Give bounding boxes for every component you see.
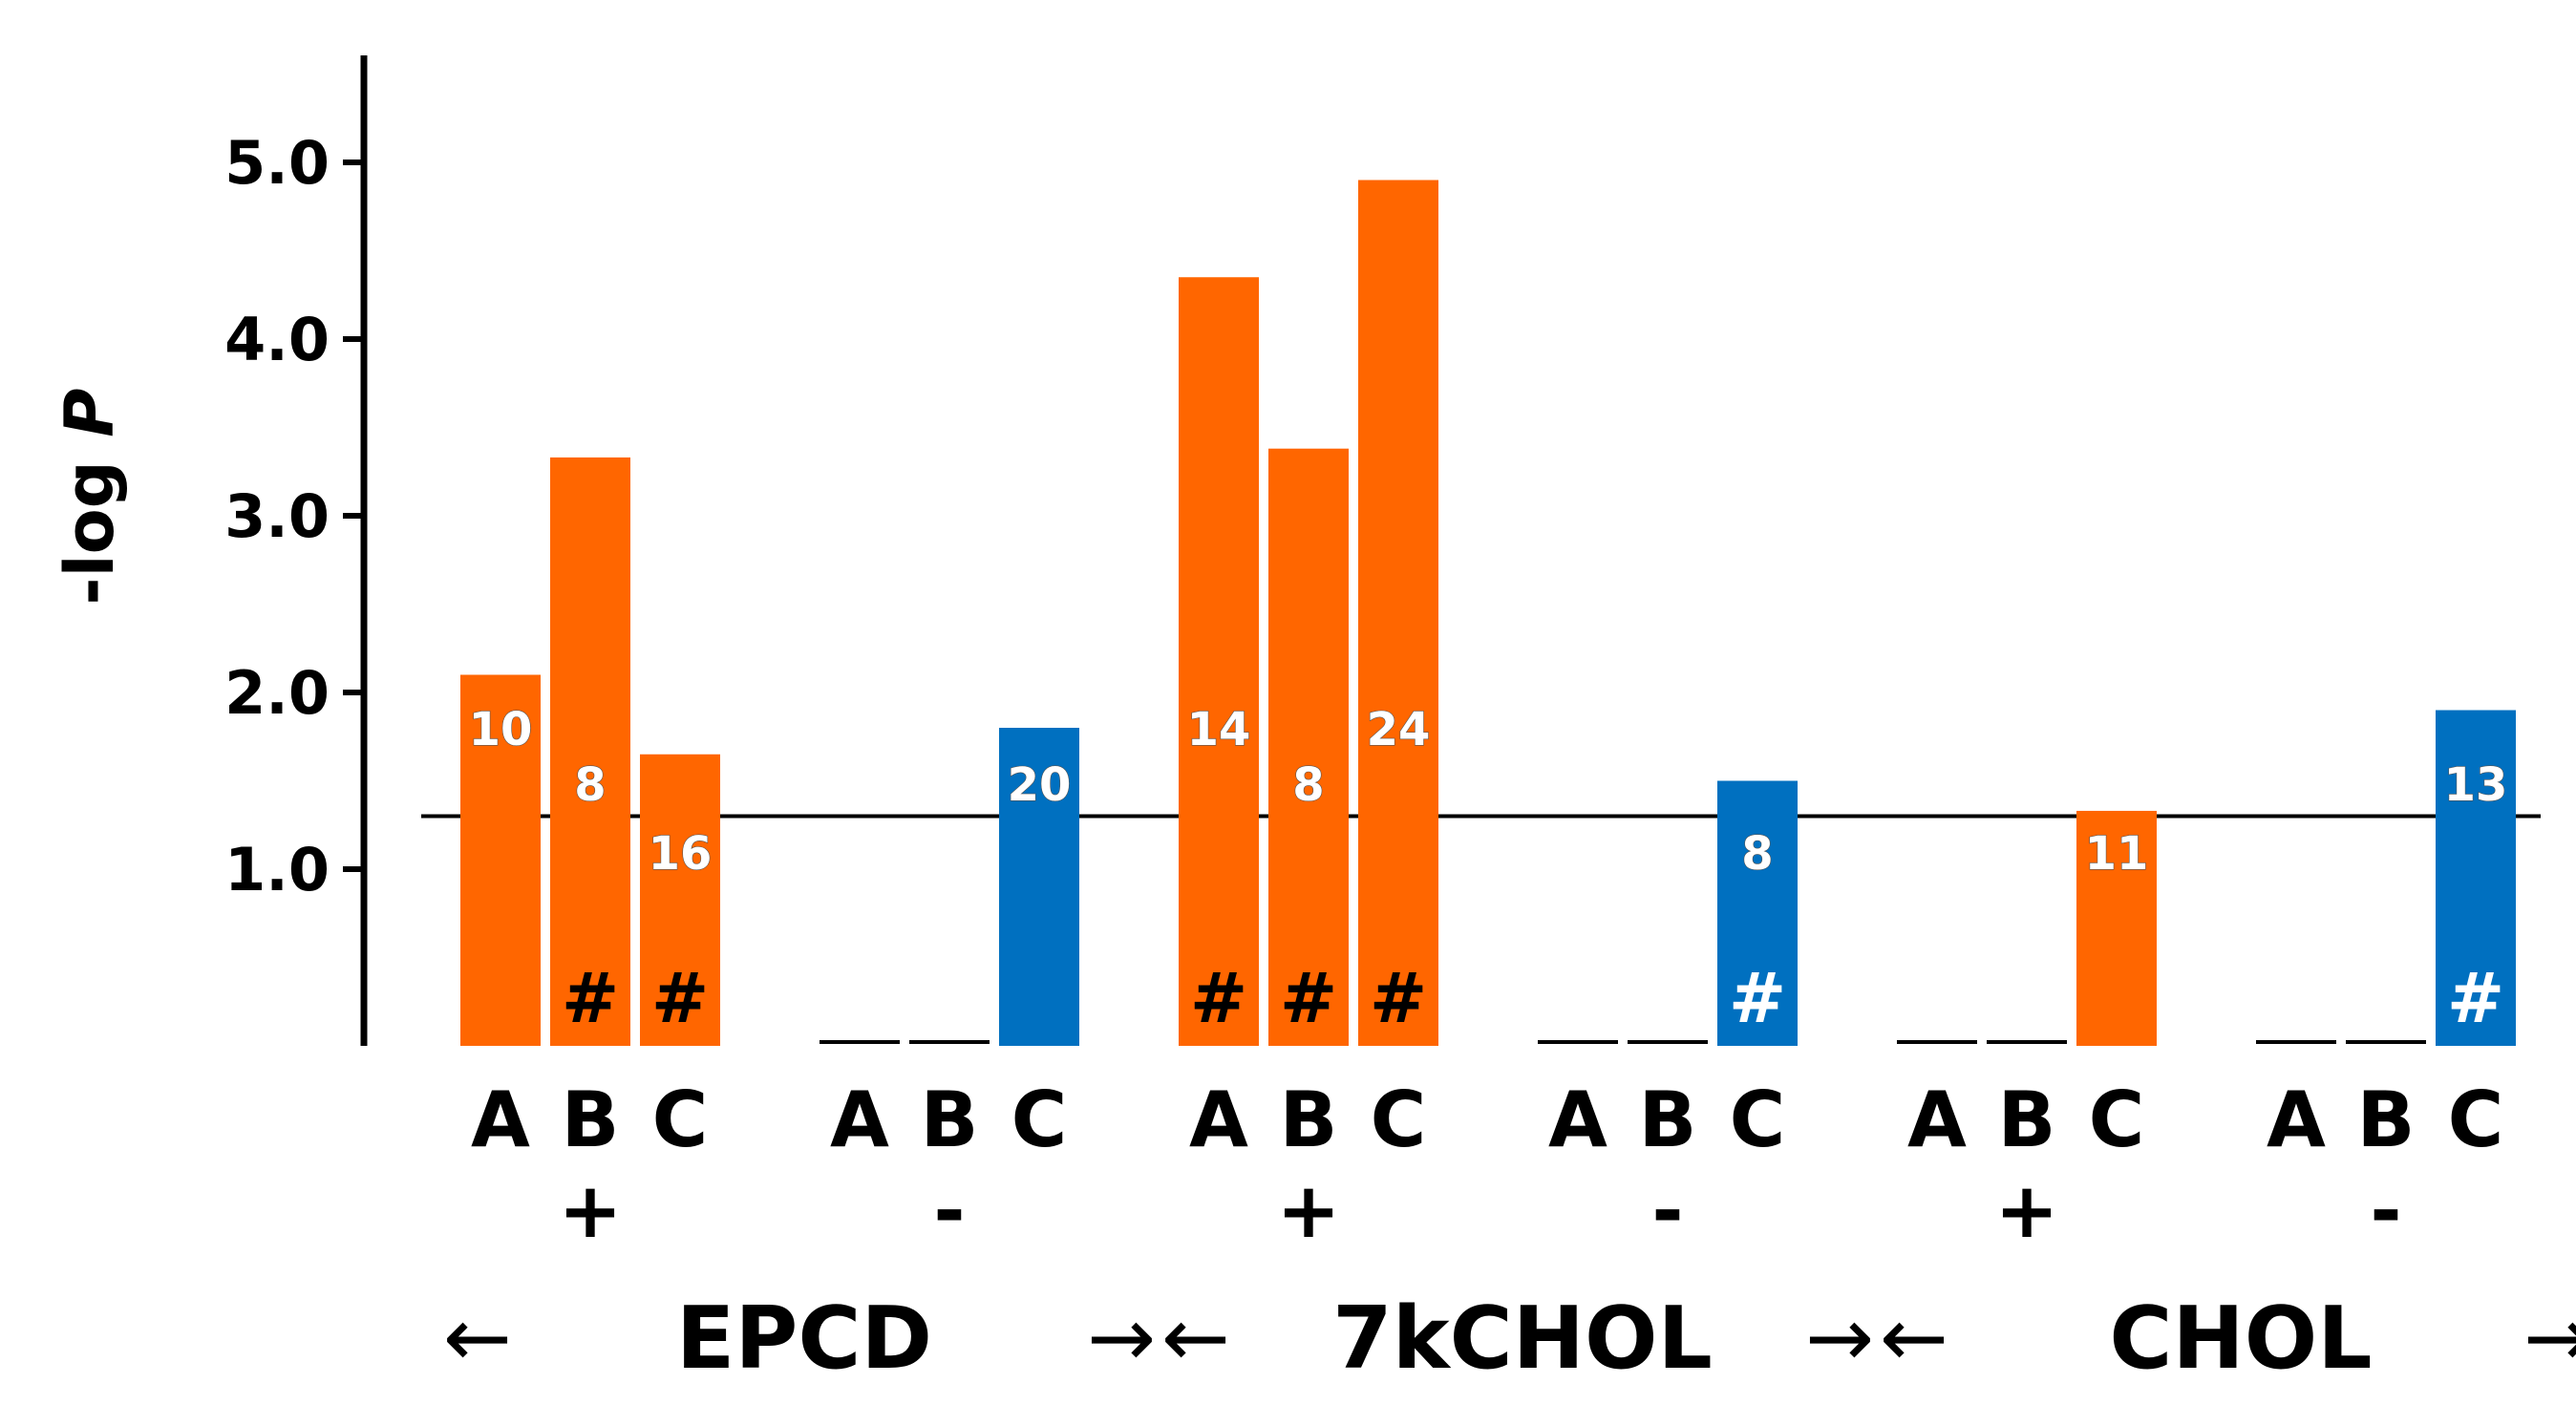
bar bbox=[640, 754, 720, 1046]
condition-label: A bbox=[1189, 1075, 1248, 1164]
direction-sign-label: - bbox=[1651, 1166, 1683, 1255]
axes: 1.0 2.0 3.0 4.0 5.0 bbox=[224, 55, 2541, 1046]
right-arrow-icon: → bbox=[2523, 1290, 2576, 1386]
significance-mark: # bbox=[1280, 958, 1337, 1038]
direction-sign-label: + bbox=[558, 1166, 622, 1255]
left-arrow-icon: ← bbox=[1161, 1290, 1230, 1386]
bar-count-label: 11 bbox=[2085, 827, 2149, 881]
bar bbox=[1179, 277, 1259, 1046]
bar-count-label: 16 bbox=[649, 827, 713, 881]
y-tick-label: 2.0 bbox=[224, 658, 330, 728]
bar bbox=[2076, 810, 2157, 1046]
significance-mark: # bbox=[2447, 958, 2504, 1038]
condition-label: C bbox=[652, 1075, 709, 1164]
direction-sign-label: - bbox=[2370, 1166, 2401, 1255]
significance-mark: # bbox=[1729, 958, 1786, 1038]
significance-mark: # bbox=[651, 958, 709, 1038]
condition-label: B bbox=[562, 1075, 620, 1164]
condition-label: B bbox=[1280, 1075, 1338, 1164]
bar-count-label: 13 bbox=[2444, 758, 2508, 812]
condition-label: C bbox=[1011, 1075, 1068, 1164]
significance-mark: # bbox=[1370, 958, 1427, 1038]
significance-mark: # bbox=[1190, 958, 1247, 1038]
right-arrow-icon: → bbox=[1087, 1290, 1156, 1386]
condition-label: B bbox=[1639, 1075, 1697, 1164]
right-arrow-icon: → bbox=[1805, 1290, 1874, 1386]
condition-label: B bbox=[921, 1075, 979, 1164]
group-label: 7kCHOL bbox=[1332, 1288, 1713, 1389]
condition-label: A bbox=[2267, 1075, 2326, 1164]
group-label: EPCD bbox=[676, 1288, 932, 1389]
bar bbox=[1358, 180, 1438, 1046]
y-tick-label: 5.0 bbox=[224, 128, 330, 198]
condition-label: A bbox=[471, 1075, 530, 1164]
bar-count-label: 14 bbox=[1187, 703, 1251, 756]
bar-count-label: 8 bbox=[1292, 758, 1324, 812]
direction-sign-label: + bbox=[1276, 1166, 1340, 1255]
y-axis-label: -log P bbox=[51, 389, 129, 606]
condition-label: C bbox=[1730, 1075, 1786, 1164]
bar bbox=[460, 674, 541, 1046]
significance-mark: # bbox=[562, 958, 619, 1038]
left-arrow-icon: ← bbox=[1880, 1290, 1948, 1386]
bar-count-label: 8 bbox=[1741, 827, 1773, 881]
bar-count-label: 20 bbox=[1008, 758, 1072, 812]
bar-count-label: 10 bbox=[469, 703, 533, 756]
y-axis-label-var: P bbox=[51, 389, 129, 437]
y-tick-label: 4.0 bbox=[224, 305, 330, 374]
condition-label: B bbox=[2357, 1075, 2416, 1164]
bar bbox=[999, 728, 1079, 1046]
left-arrow-icon: ← bbox=[443, 1290, 512, 1386]
group-label: CHOL bbox=[2109, 1288, 2372, 1389]
condition-label: C bbox=[2089, 1075, 2145, 1164]
direction-sign-label: + bbox=[1994, 1166, 2058, 1255]
bars bbox=[460, 180, 2516, 1046]
bar bbox=[550, 457, 630, 1046]
condition-label: A bbox=[830, 1075, 889, 1164]
bar bbox=[2436, 710, 2516, 1046]
condition-label: A bbox=[1548, 1075, 1607, 1164]
y-tick-label: 1.0 bbox=[224, 835, 330, 905]
condition-label: C bbox=[2448, 1075, 2504, 1164]
y-tick-label: 3.0 bbox=[224, 481, 330, 551]
condition-label: C bbox=[1371, 1075, 1427, 1164]
bar-count-label: 24 bbox=[1367, 703, 1431, 756]
condition-label: B bbox=[1998, 1075, 2056, 1164]
bar bbox=[1268, 448, 1349, 1046]
bar-count-label: 8 bbox=[574, 758, 606, 812]
bar bbox=[1717, 780, 1798, 1046]
y-axis-label-prefix: -log bbox=[51, 437, 129, 606]
direction-sign-label: - bbox=[933, 1166, 965, 1255]
condition-label: A bbox=[1907, 1075, 1967, 1164]
